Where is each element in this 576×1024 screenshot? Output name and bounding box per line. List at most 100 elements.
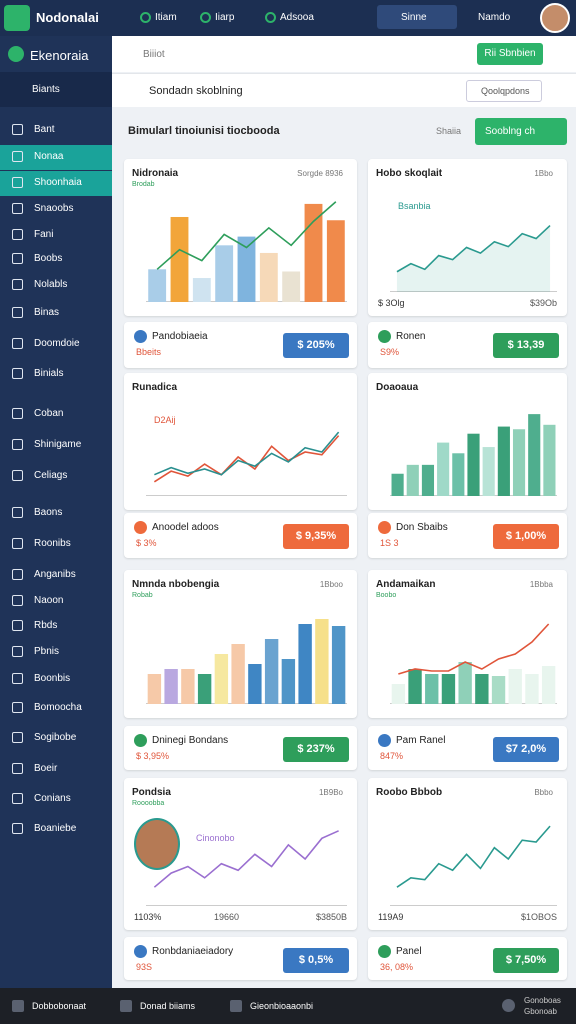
chart-card: Doaoaua xyxy=(368,373,567,510)
nav-item[interactable]: Boonbis xyxy=(34,673,71,684)
page-button[interactable]: Sooblng ch xyxy=(475,118,567,145)
search-row: Sondadn skoblning Qoolqpdons xyxy=(112,73,576,107)
nav-item[interactable]: Boaniebe xyxy=(34,823,77,834)
bar xyxy=(437,442,450,496)
stat-value[interactable]: $ 9,35% xyxy=(283,524,349,549)
bar xyxy=(298,624,312,704)
nav-item[interactable]: Rbds xyxy=(34,620,58,631)
user-name[interactable]: Namdo xyxy=(478,12,511,23)
stat-card: Ronbdaniaeiadory 93S $ 0,5% xyxy=(124,937,357,980)
stat-sub: 847% xyxy=(380,751,404,761)
nav-icon xyxy=(12,439,23,450)
nav-item[interactable]: Shoonhaia xyxy=(34,177,82,188)
bar xyxy=(543,424,556,496)
card-sub: Robab xyxy=(132,592,153,599)
nav-item[interactable]: Conians xyxy=(34,793,71,804)
nav-item[interactable]: Sogibobe xyxy=(34,732,77,743)
card-title: Nidronaia xyxy=(132,168,179,179)
chart xyxy=(390,224,557,292)
nav-item[interactable]: Nolabls xyxy=(34,279,68,290)
stat-value[interactable]: $ 0,5% xyxy=(283,948,349,973)
nav-item[interactable]: Coban xyxy=(34,408,64,419)
nav-item[interactable]: Nonaa xyxy=(34,151,64,162)
line xyxy=(153,435,340,483)
chart-card: Roobo Bbbob Bbbo 119A9 $1OBOS xyxy=(368,778,567,930)
bar xyxy=(164,669,178,704)
stat-sub: S9% xyxy=(380,347,400,357)
bar xyxy=(421,464,435,496)
nav-item[interactable]: Adsooa xyxy=(280,12,314,23)
section-label[interactable]: Biants xyxy=(32,84,60,95)
nav-item[interactable]: Bomoocha xyxy=(34,702,82,713)
footer-text: $ 3Olg xyxy=(378,298,405,308)
nav-item[interactable]: Fani xyxy=(34,229,54,240)
nav-item[interactable]: Doomdoie xyxy=(34,338,80,349)
stat-name: Pam Ranel xyxy=(396,735,446,746)
footer-text: $3850B xyxy=(315,912,347,922)
bottom-item[interactable]: Gieonbioaaonbi xyxy=(250,1001,314,1011)
nav-item[interactable]: Snaoobs xyxy=(34,203,74,214)
nav-item[interactable]: Binas xyxy=(34,307,60,318)
stat-value[interactable]: $ 7,50% xyxy=(493,948,559,973)
nav-item[interactable]: Boobs xyxy=(34,253,63,264)
stat-value[interactable]: $ 205% xyxy=(283,333,349,358)
bar xyxy=(541,666,556,704)
chart xyxy=(146,830,347,906)
stat-card: Panel 36, 08% $ 7,50% xyxy=(368,937,567,980)
stat-icon xyxy=(378,330,391,343)
chart xyxy=(390,825,557,906)
bar xyxy=(264,639,279,704)
chart-card: Hobo skoqlait 1Bbo Bsanbia $ 3Olg $39Ob xyxy=(368,159,567,316)
nav-icon xyxy=(12,702,23,713)
nav-item[interactable]: Boeir xyxy=(34,763,58,774)
nav-item[interactable]: Pbnis xyxy=(34,646,60,657)
stat-value[interactable]: $ 237% xyxy=(283,737,349,762)
brand: Nodonalai xyxy=(36,10,99,25)
bar xyxy=(248,664,262,704)
nav-icon xyxy=(12,338,23,349)
bottom-item[interactable]: Dobbobonaat xyxy=(32,1001,87,1011)
nav-item[interactable]: Iiarp xyxy=(215,12,235,23)
bottom-item[interactable]: Donad biiams xyxy=(140,1001,196,1011)
bar xyxy=(231,644,245,704)
card-meta: Sorgde 8936 xyxy=(297,169,343,178)
nav-item[interactable]: Shinigame xyxy=(34,439,82,450)
chart-card: Runadica D2Aij xyxy=(124,373,357,510)
nav-item[interactable]: Bant xyxy=(34,124,55,135)
stat-name: Dninegi Bondans xyxy=(152,735,229,746)
button[interactable]: Rii Sbnbien xyxy=(477,43,543,65)
nav-item[interactable]: Celiags xyxy=(34,470,68,481)
bar xyxy=(482,447,495,496)
search-text[interactable]: Sondadn skoblning xyxy=(149,85,243,97)
nav-icon xyxy=(12,569,23,580)
nav-icon xyxy=(12,763,23,774)
bar xyxy=(259,252,278,302)
stat-value[interactable]: $ 13,39 xyxy=(493,333,559,358)
stat-icon xyxy=(378,945,391,958)
bar xyxy=(391,684,406,704)
stat-value[interactable]: $ 1,00% xyxy=(493,524,559,549)
filter-box[interactable]: Qoolqpdons xyxy=(466,80,542,102)
stat-value[interactable]: $7 2,0% xyxy=(493,737,559,762)
nav-highlight xyxy=(0,145,112,170)
nav-item[interactable]: Binials xyxy=(34,368,64,379)
bottom-icon xyxy=(120,1000,132,1012)
avatar xyxy=(134,818,180,870)
card-meta: 1B9Bo xyxy=(318,788,343,797)
line xyxy=(398,623,550,675)
legend: D2Aij xyxy=(154,415,176,425)
card-title: Hobo skoqlait xyxy=(376,168,443,179)
nav-item[interactable]: Anganibs xyxy=(34,569,76,580)
stat-sub: $ 3,95% xyxy=(136,751,170,761)
nav-icon xyxy=(12,732,23,743)
bar xyxy=(237,236,256,302)
stat-card: Don Sbaibs 1S 3 $ 1,00% xyxy=(368,513,567,558)
nav-item[interactable]: Roonibs xyxy=(34,538,71,549)
stat-value-text: $ 9,35% xyxy=(295,530,337,542)
nav-item[interactable]: Baons xyxy=(34,507,63,518)
nav-item[interactable]: Itiam xyxy=(155,12,177,23)
nav-item[interactable]: Naoon xyxy=(34,595,64,606)
stat-sub: 1S 3 xyxy=(380,538,399,548)
search-box[interactable]: Sinne xyxy=(377,5,457,29)
bar xyxy=(192,278,211,302)
